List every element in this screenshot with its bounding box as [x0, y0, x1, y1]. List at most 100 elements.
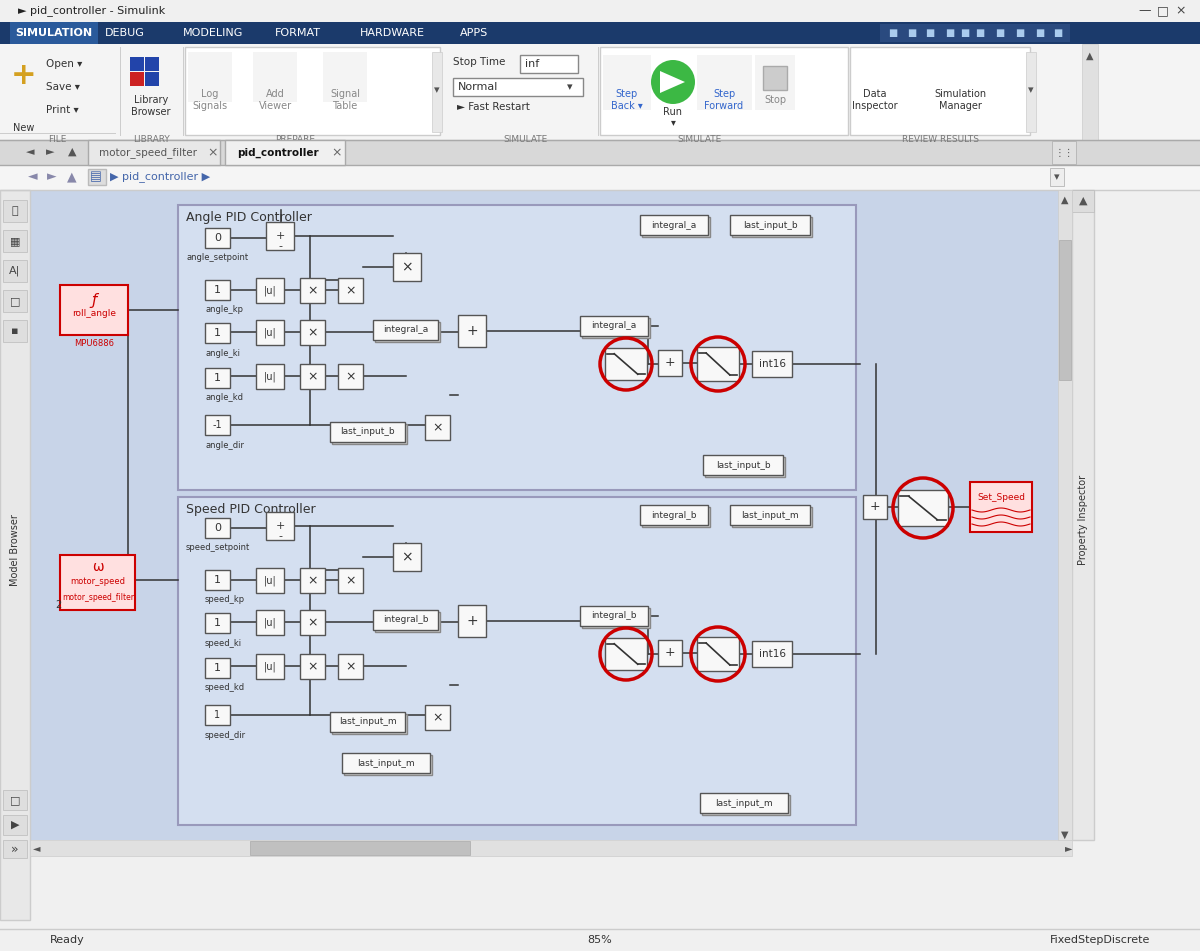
Text: ►: ► — [46, 147, 54, 157]
Bar — [185, 47, 440, 135]
Text: integral_a: integral_a — [383, 325, 428, 335]
Bar — [344, 755, 432, 775]
Bar — [205, 228, 230, 248]
Text: ×: × — [208, 146, 218, 160]
Bar — [1052, 141, 1076, 164]
Bar — [253, 52, 298, 102]
Bar — [374, 612, 440, 632]
Text: Log
Signals: Log Signals — [192, 89, 228, 111]
Text: □: □ — [10, 296, 20, 306]
Bar — [640, 215, 708, 235]
Bar — [205, 570, 230, 590]
Text: ►: ► — [47, 170, 56, 184]
Bar — [330, 712, 406, 732]
Text: ×: × — [432, 711, 443, 724]
Bar — [580, 606, 648, 626]
Bar — [42, 101, 110, 119]
Text: +: + — [466, 614, 478, 628]
Polygon shape — [660, 71, 685, 93]
Circle shape — [650, 60, 695, 104]
Text: □: □ — [10, 795, 20, 805]
Bar — [2, 790, 28, 810]
Text: integral_b: integral_b — [652, 511, 697, 519]
Bar — [658, 640, 682, 666]
Bar — [145, 72, 158, 86]
Text: inf: inf — [526, 59, 539, 69]
Bar — [0, 190, 30, 920]
Bar — [605, 348, 647, 380]
Bar — [300, 610, 325, 635]
Bar — [130, 72, 144, 86]
Text: +: + — [665, 647, 676, 659]
Bar — [205, 368, 230, 388]
Bar — [1058, 190, 1072, 840]
Text: ▲: ▲ — [1061, 195, 1069, 205]
Text: motor_speed: motor_speed — [71, 577, 126, 587]
Bar — [732, 217, 812, 237]
Text: ▲: ▲ — [1079, 196, 1087, 206]
Text: Run: Run — [664, 107, 683, 117]
Bar — [600, 47, 848, 135]
Bar — [520, 55, 578, 73]
Text: ×: × — [346, 574, 355, 587]
Text: motor_speed_filter: motor_speed_filter — [98, 147, 197, 159]
Text: ▾: ▾ — [1054, 172, 1060, 182]
Text: -1: -1 — [212, 420, 222, 430]
Bar — [454, 78, 583, 96]
Text: ▶: ▶ — [11, 820, 19, 830]
Bar — [1072, 190, 1094, 840]
Bar — [205, 613, 230, 633]
Text: last_input_b: last_input_b — [715, 460, 770, 470]
Text: ×: × — [346, 660, 355, 673]
Text: DEBUG: DEBUG — [106, 28, 145, 38]
Text: ▲: ▲ — [1086, 51, 1093, 61]
Text: +: + — [275, 231, 284, 241]
Bar — [1060, 240, 1072, 380]
Text: ×: × — [307, 660, 318, 673]
Bar — [205, 518, 230, 538]
Text: ▤: ▤ — [90, 170, 102, 184]
Bar — [205, 658, 230, 678]
Text: ◄: ◄ — [28, 170, 38, 184]
Text: speed_dir: speed_dir — [205, 730, 246, 740]
Text: ƒ: ƒ — [91, 293, 97, 307]
Text: ► Fast Restart: ► Fast Restart — [457, 102, 530, 112]
Text: SIMULATE: SIMULATE — [678, 134, 722, 144]
Text: |u|: |u| — [264, 371, 276, 381]
Bar — [700, 793, 788, 813]
Bar — [642, 507, 710, 527]
Bar — [458, 605, 486, 637]
Bar — [1082, 44, 1098, 140]
Bar — [178, 205, 856, 490]
Text: |u|: |u| — [264, 661, 276, 671]
Bar — [1026, 52, 1036, 132]
Bar — [0, 929, 1200, 951]
Bar — [88, 140, 220, 165]
Text: PREPARE: PREPARE — [275, 134, 314, 144]
Bar — [425, 415, 450, 440]
Text: +: + — [665, 357, 676, 370]
Bar — [640, 505, 708, 525]
Text: ×: × — [307, 326, 318, 339]
Bar — [2, 200, 28, 222]
Text: MPU6886: MPU6886 — [74, 340, 114, 348]
Bar — [300, 568, 325, 593]
Text: ▪: ▪ — [11, 326, 19, 336]
Bar — [0, 22, 1200, 44]
Text: ▾: ▾ — [434, 85, 440, 95]
Text: last_input_m: last_input_m — [742, 511, 799, 519]
Bar — [145, 57, 158, 71]
Text: motor_speed_filter: motor_speed_filter — [62, 592, 134, 601]
Text: ×: × — [1176, 5, 1187, 17]
Text: ■: ■ — [995, 28, 1004, 38]
Text: |u|: |u| — [264, 327, 276, 338]
Bar — [188, 52, 232, 102]
Bar — [300, 364, 325, 389]
Text: ■: ■ — [960, 28, 970, 38]
Bar — [732, 507, 812, 527]
Bar — [730, 505, 810, 525]
Bar — [60, 285, 128, 335]
Text: MODELING: MODELING — [182, 28, 244, 38]
Text: ▾: ▾ — [671, 117, 676, 127]
Text: integral_a: integral_a — [652, 221, 697, 229]
